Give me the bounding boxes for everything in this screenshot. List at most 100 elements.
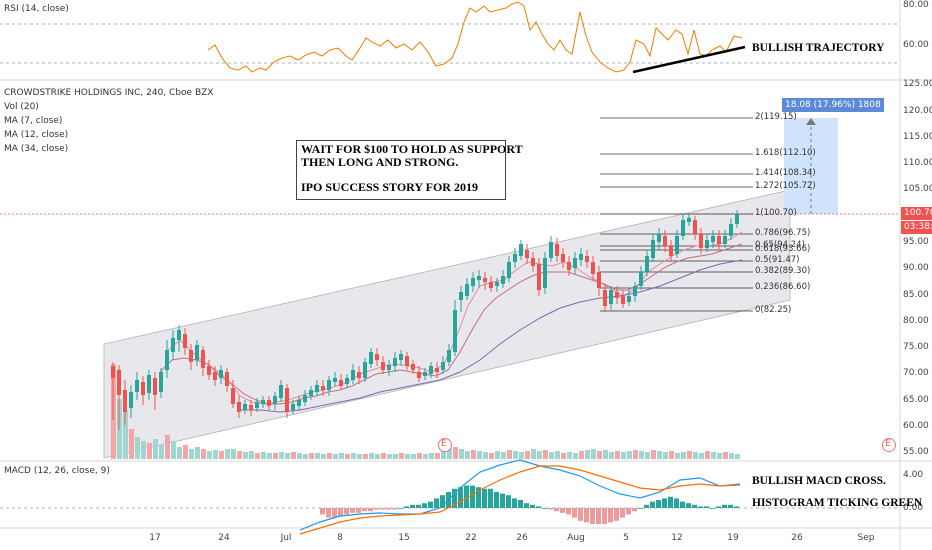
candle-body[interactable] [123,390,127,412]
candle-body[interactable] [555,244,559,256]
candle-body[interactable] [147,375,151,393]
candle-body[interactable] [711,236,715,242]
candle-body[interactable] [141,382,145,395]
candle-body[interactable] [549,242,553,258]
candle-body[interactable] [159,372,163,392]
candle-body[interactable] [729,224,733,236]
candle-body[interactable] [477,276,481,280]
candle-body[interactable] [423,372,427,376]
candle-body[interactable] [195,345,199,360]
candle-body[interactable] [525,250,529,258]
candle-body[interactable] [483,278,487,282]
candle-body[interactable] [213,372,217,380]
candle-body[interactable] [615,292,619,298]
candle-body[interactable] [723,236,727,244]
candle-body[interactable] [333,378,337,382]
candle-body[interactable] [441,362,445,370]
candle-body[interactable] [297,400,301,406]
candle-body[interactable] [315,385,319,392]
candle-body[interactable] [237,402,241,412]
candle-body[interactable] [717,236,721,244]
candle-body[interactable] [657,234,661,242]
candle-body[interactable] [435,368,439,372]
candle-body[interactable] [309,390,313,396]
candle-body[interactable] [351,370,355,380]
candle-body[interactable] [411,364,415,370]
candle-body[interactable] [639,272,643,286]
earnings-marker[interactable] [882,438,896,452]
candle-body[interactable] [345,378,349,384]
candle-body[interactable] [219,370,223,378]
candle-body[interactable] [627,296,631,302]
candle-body[interactable] [393,358,397,366]
candle-body[interactable] [543,258,547,288]
candle-body[interactable] [273,396,277,404]
candle-body[interactable] [519,244,523,256]
candle-body[interactable] [633,286,637,296]
candle-body[interactable] [561,254,565,262]
candle-body[interactable] [285,388,289,412]
candle-body[interactable] [507,262,511,278]
candle-body[interactable] [501,276,505,284]
candle-body[interactable] [111,366,115,378]
candle-body[interactable] [261,400,265,404]
candle-body[interactable] [381,362,385,370]
candle-body[interactable] [327,380,331,390]
candle-body[interactable] [387,365,391,370]
candle-body[interactable] [207,366,211,375]
candle-body[interactable] [489,282,493,288]
candle-body[interactable] [591,262,595,274]
indicator-vol[interactable]: Vol (20) [4,102,39,112]
candle-body[interactable] [129,392,133,408]
candle-body[interactable] [537,264,541,290]
candle-body[interactable] [171,338,175,352]
candle-body[interactable] [699,234,703,248]
candle-body[interactable] [465,284,469,296]
candle-body[interactable] [279,385,283,398]
candle-body[interactable] [321,386,325,390]
candle-body[interactable] [585,256,589,262]
candle-body[interactable] [243,404,247,410]
candle-body[interactable] [375,354,379,360]
candle-body[interactable] [255,402,259,408]
candle-body[interactable] [177,330,181,340]
candle-body[interactable] [651,240,655,258]
candle-body[interactable] [621,296,625,304]
candle-body[interactable] [603,290,607,306]
candle-body[interactable] [453,310,457,352]
candle-body[interactable] [429,366,433,374]
candle-body[interactable] [531,258,535,266]
candle-body[interactable] [687,218,691,222]
candle-body[interactable] [471,278,475,286]
candle-body[interactable] [681,220,685,236]
candle-body[interactable] [513,254,517,262]
candle-body[interactable] [417,372,421,378]
candle-body[interactable] [249,405,253,410]
candle-body[interactable] [225,372,229,386]
candle-body[interactable] [153,378,157,395]
indicator-ma-34[interactable]: MA (34, close) [4,144,69,154]
candle-body[interactable] [609,290,613,304]
candle-body[interactable] [495,282,499,286]
candle-body[interactable] [735,214,739,224]
indicator-ma-12[interactable]: MA (12, close) [4,130,69,140]
candle-body[interactable] [183,334,187,348]
candle-body[interactable] [117,370,121,395]
candle-body[interactable] [645,256,649,272]
candle-body[interactable] [201,350,205,368]
candle-body[interactable] [189,350,193,362]
candle-body[interactable] [567,262,571,270]
candle-body[interactable] [339,380,343,386]
candle-body[interactable] [369,352,373,364]
candle-body[interactable] [579,254,583,260]
candle-body[interactable] [573,258,577,268]
candle-body[interactable] [663,236,667,246]
candle-body[interactable] [447,350,451,362]
candle-body[interactable] [135,380,139,392]
candle-body[interactable] [303,395,307,402]
candle-body[interactable] [597,272,601,288]
candle-body[interactable] [231,388,235,404]
indicator-ma-7[interactable]: MA (7, close) [4,116,63,126]
candle-body[interactable] [165,350,169,370]
